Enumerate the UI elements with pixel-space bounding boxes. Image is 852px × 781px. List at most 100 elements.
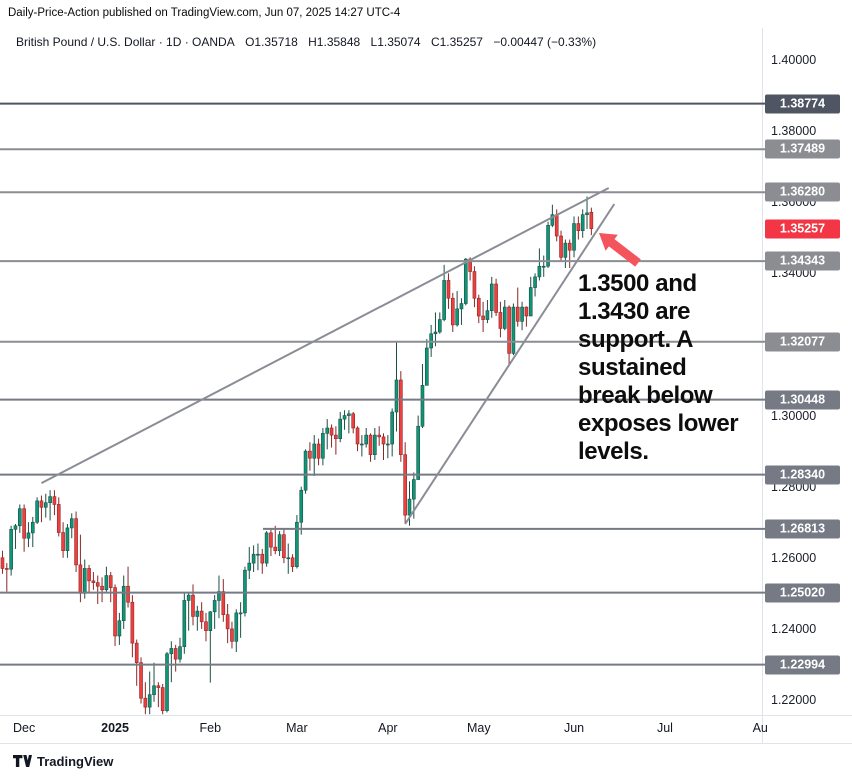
- ohlc-close: C1.35257: [430, 35, 483, 49]
- candle-body: [35, 500, 39, 523]
- candle-body: [515, 306, 520, 322]
- candle-body: [446, 280, 451, 299]
- candle-body: [412, 479, 416, 500]
- candle-body: [338, 418, 343, 439]
- candle-body: [91, 580, 96, 583]
- level-price-badge: 1.30448: [765, 390, 840, 410]
- time-axis-label: 2025: [101, 721, 129, 735]
- time-axis-label: May: [466, 721, 491, 735]
- candle-body: [528, 287, 533, 317]
- candle-body: [442, 280, 446, 320]
- annotation-line: 1.3500 and: [578, 270, 697, 297]
- annotation-line: support. A: [578, 326, 694, 353]
- candle-body: [195, 610, 200, 617]
- symbol-title[interactable]: British Pound / U.S. Dollar · 1D · OANDA: [16, 35, 235, 49]
- candle-body: [502, 306, 507, 329]
- candle-body: [463, 258, 468, 304]
- candle-body: [489, 283, 494, 311]
- candle-body: [541, 265, 546, 268]
- level-price-badge: 1.28340: [765, 465, 840, 485]
- candle-body: [373, 434, 377, 455]
- candle-body: [347, 413, 351, 416]
- candle-body: [403, 454, 407, 516]
- candle-body: [321, 433, 325, 459]
- candle-body: [334, 434, 338, 439]
- time-axis-label: Mar: [286, 721, 308, 735]
- candle-body: [139, 662, 143, 699]
- candle-body: [0, 557, 5, 569]
- price-change: −0.00447 (−0.33%): [493, 35, 597, 49]
- annotation-line: levels.: [578, 438, 649, 465]
- candle-body: [74, 518, 78, 566]
- level-price-badge: 1.25020: [765, 583, 840, 603]
- candle-body: [87, 568, 91, 582]
- candle-body: [437, 319, 442, 333]
- candle-body: [199, 610, 204, 623]
- candle-body: [260, 553, 265, 564]
- footer-brand[interactable]: TradingView: [13, 752, 113, 770]
- candle-body: [481, 315, 485, 320]
- candle-body: [476, 297, 481, 317]
- candle-body: [572, 223, 576, 251]
- candle-body: [416, 425, 420, 480]
- candle-body: [243, 569, 247, 614]
- candle-body: [394, 379, 399, 413]
- candle-body: [61, 532, 65, 551]
- candle-body: [264, 532, 269, 564]
- candle-body: [17, 508, 22, 527]
- published-info: Daily-Price-Action published on TradingV…: [8, 7, 401, 19]
- candle-body: [589, 211, 594, 229]
- annotation-line: break below: [578, 382, 713, 409]
- trendline[interactable]: [40, 187, 610, 484]
- candle-body: [559, 235, 563, 258]
- candle-body: [156, 685, 161, 688]
- tradingview-logo-icon: [13, 754, 32, 767]
- candle-body: [221, 591, 226, 615]
- candle-body: [567, 242, 572, 251]
- candle-body: [56, 504, 61, 533]
- trendline[interactable]: [404, 203, 616, 525]
- candle-body: [576, 223, 581, 231]
- candle-body: [238, 612, 243, 615]
- candle-body: [290, 557, 295, 567]
- candle-body: [143, 697, 148, 708]
- candle-body: [277, 534, 282, 551]
- candle-body: [494, 283, 498, 313]
- candle-body: [286, 557, 291, 560]
- candle-body: [550, 214, 555, 226]
- level-price-badge: 1.32077: [765, 332, 840, 352]
- level-price-badge: 1.34343: [765, 251, 840, 271]
- candle-body: [351, 413, 356, 429]
- candle-body: [39, 500, 44, 508]
- candle-body: [251, 553, 256, 564]
- candle-body: [225, 614, 230, 630]
- candle-body: [173, 648, 178, 660]
- level-price-badge: 1.38774: [765, 94, 840, 114]
- price-axis-tick: 1.26000: [771, 550, 817, 565]
- candle-body: [455, 308, 459, 326]
- candle-body: [52, 496, 57, 505]
- candle-body: [95, 582, 100, 587]
- candle-body: [134, 642, 139, 663]
- arrow-up-left-icon[interactable]: [599, 233, 641, 267]
- candle-body: [147, 694, 152, 708]
- candle-body: [217, 591, 221, 601]
- candle-body: [364, 434, 368, 445]
- candle-body: [299, 489, 304, 523]
- candle-body: [104, 575, 109, 591]
- candle-body: [308, 450, 312, 459]
- candle-body: [355, 427, 360, 445]
- candle-body: [580, 214, 585, 231]
- candle-body: [234, 612, 239, 642]
- candle-body: [325, 427, 330, 434]
- candle-body: [511, 306, 516, 354]
- candle-body: [78, 564, 83, 594]
- annotation-line: sustained: [578, 354, 687, 381]
- price-axis-tick: 1.40000: [771, 53, 817, 67]
- candle-body: [22, 508, 26, 539]
- candle-body: [100, 585, 104, 591]
- candle-body: [485, 310, 490, 320]
